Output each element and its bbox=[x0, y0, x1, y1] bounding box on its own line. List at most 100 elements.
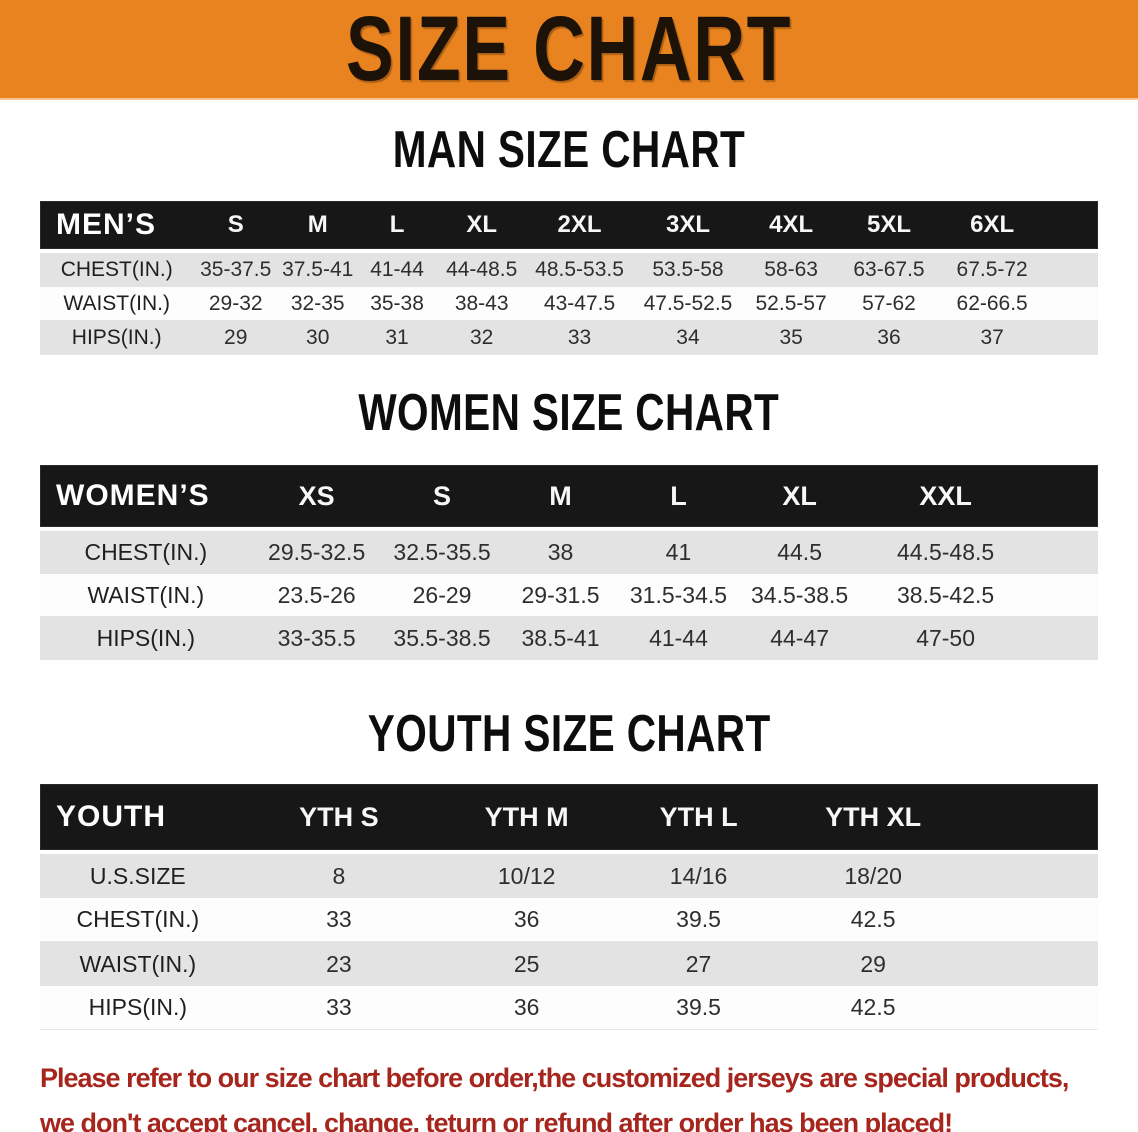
size-value: 38-43 bbox=[454, 291, 509, 315]
women-waist-row: WAIST(IN.) 23.5-26 26-29 29-31.5 31.5-34… bbox=[40, 574, 1098, 617]
youth-col-header: YTH S bbox=[299, 801, 379, 832]
row-label: CHEST(IN.) bbox=[76, 906, 200, 932]
man-heading-text: MAN SIZE CHART bbox=[392, 121, 746, 179]
size-value: 27 bbox=[685, 950, 712, 977]
row-label: HIPS(IN.) bbox=[88, 994, 188, 1020]
size-value: 34.5-38.5 bbox=[751, 581, 849, 608]
women-heading-text: WOMEN SIZE CHART bbox=[358, 384, 780, 442]
size-value: 42.5 bbox=[850, 906, 896, 932]
men-chest-row: CHEST(IN.) 35-37.5 37.5-41 41-44 44-48.5… bbox=[40, 253, 1098, 287]
size-value: 47.5-52.5 bbox=[643, 291, 733, 315]
size-chart-banner: SIZE CHART bbox=[0, 0, 1138, 100]
size-value: 29-32 bbox=[208, 291, 263, 315]
size-value: 44-48.5 bbox=[446, 258, 518, 281]
size-value: 29.5-32.5 bbox=[268, 539, 366, 565]
size-value: 39.5 bbox=[676, 906, 721, 932]
size-value: 53.5-58 bbox=[652, 258, 724, 281]
size-value: 33-35.5 bbox=[277, 625, 356, 651]
men-col-header: 5XL bbox=[866, 211, 911, 238]
size-value: 23.5-26 bbox=[277, 581, 356, 608]
row-label: WAIST(IN.) bbox=[87, 581, 205, 608]
men-hips-row: HIPS(IN.) 29 30 31 32 33 34 35 36 37 bbox=[40, 321, 1098, 355]
women-col-header: XS bbox=[298, 480, 335, 511]
men-col-header: 6XL bbox=[970, 211, 1015, 238]
disclaimer-note: Please refer to our size chart before or… bbox=[40, 1056, 1138, 1132]
women-size-table: WOMEN’S XS S M L XL XXL CHEST(IN.) 29.5-… bbox=[40, 465, 1098, 660]
size-value: 47-50 bbox=[916, 625, 976, 651]
row-label: U.S.SIZE bbox=[89, 862, 186, 889]
size-value: 32 bbox=[470, 326, 494, 349]
size-value: 32.5-35.5 bbox=[393, 539, 491, 565]
size-value: 33 bbox=[567, 326, 592, 349]
women-col-header: S bbox=[433, 480, 452, 511]
disclaimer-line-1: Please refer to our size chart before or… bbox=[40, 1063, 1069, 1093]
women-col-header: XL bbox=[782, 480, 817, 511]
man-section-heading: MAN SIZE CHART bbox=[0, 124, 1138, 176]
youth-waist-row: WAIST(IN.) 23 25 27 29 bbox=[40, 942, 1098, 986]
size-value: 43-47.5 bbox=[543, 291, 616, 315]
women-table-title: WOMEN’S bbox=[56, 479, 210, 512]
size-value: 44.5-48.5 bbox=[897, 539, 995, 565]
youth-chest-row: CHEST(IN.) 33 36 39.5 42.5 bbox=[40, 898, 1098, 942]
youth-hips-row: HIPS(IN.) 33 36 39.5 42.5 bbox=[40, 986, 1098, 1030]
size-value: 67.5-72 bbox=[956, 258, 1028, 281]
size-value: 52.5-57 bbox=[755, 291, 827, 315]
size-value: 41-44 bbox=[649, 625, 708, 651]
size-value: 32-35 bbox=[290, 291, 345, 315]
size-value: 38 bbox=[547, 539, 574, 565]
youth-col-header: YTH M bbox=[484, 801, 569, 832]
size-value: 29 bbox=[860, 950, 886, 977]
size-value: 25 bbox=[513, 950, 540, 977]
size-value: 39.5 bbox=[676, 994, 721, 1020]
size-value: 35.5-38.5 bbox=[393, 625, 491, 651]
size-value: 18/20 bbox=[844, 862, 902, 889]
women-col-header: XXL bbox=[919, 480, 972, 511]
row-label: HIPS(IN.) bbox=[96, 625, 195, 651]
size-value: 62-66.5 bbox=[956, 291, 1028, 315]
size-value: 48.5-53.5 bbox=[535, 258, 624, 281]
size-value: 29-31.5 bbox=[521, 581, 600, 608]
youth-col-header: YTH XL bbox=[825, 801, 922, 832]
men-col-header: XL bbox=[466, 211, 498, 238]
size-value: 41 bbox=[665, 539, 692, 565]
men-col-header: 4XL bbox=[769, 211, 814, 238]
youth-ussize-row: U.S.SIZE 8 10/12 14/16 18/20 bbox=[40, 854, 1098, 898]
size-value: 30 bbox=[306, 326, 330, 349]
men-col-header: L bbox=[389, 211, 405, 238]
men-col-header: M bbox=[307, 211, 328, 238]
men-col-header: 3XL bbox=[665, 211, 710, 238]
youth-heading-text: YOUTH SIZE CHART bbox=[367, 705, 771, 763]
youth-table-header-row: YOUTH YTH S YTH M YTH L YTH XL bbox=[40, 784, 1098, 850]
women-section-heading: WOMEN SIZE CHART bbox=[0, 387, 1138, 439]
men-size-table: MEN’S S M L XL 2XL 3XL 4XL 5XL 6XL CHEST… bbox=[40, 201, 1098, 355]
size-value: 37.5-41 bbox=[282, 258, 354, 281]
size-value: 41-44 bbox=[370, 258, 424, 281]
size-value: 36 bbox=[513, 906, 540, 932]
size-value: 38.5-42.5 bbox=[897, 581, 995, 608]
men-col-header: S bbox=[227, 211, 244, 238]
size-value: 8 bbox=[332, 862, 346, 889]
men-table-title: MEN’S bbox=[56, 208, 157, 241]
youth-size-table: YOUTH YTH S YTH M YTH L YTH XL U.S.SIZE … bbox=[40, 784, 1098, 1030]
size-value: 29 bbox=[224, 326, 248, 349]
row-label: CHEST(IN.) bbox=[60, 258, 173, 281]
size-value: 44.5 bbox=[777, 539, 822, 565]
size-value: 63-67.5 bbox=[853, 258, 925, 281]
size-value: 10/12 bbox=[497, 862, 556, 889]
size-value: 14/16 bbox=[669, 862, 728, 889]
youth-table-title: YOUTH bbox=[56, 800, 166, 833]
size-value: 23 bbox=[326, 950, 352, 977]
row-label: HIPS(IN.) bbox=[71, 326, 162, 349]
size-value: 35-38 bbox=[370, 291, 424, 315]
row-label: WAIST(IN.) bbox=[63, 291, 170, 315]
youth-section-heading: YOUTH SIZE CHART bbox=[0, 708, 1138, 760]
men-table-header-row: MEN’S S M L XL 2XL 3XL 4XL 5XL 6XL bbox=[40, 201, 1098, 249]
row-label: WAIST(IN.) bbox=[79, 950, 197, 977]
row-label: CHEST(IN.) bbox=[84, 539, 208, 565]
size-value: 35-37.5 bbox=[200, 258, 272, 281]
size-value: 33 bbox=[326, 906, 352, 932]
size-value: 37 bbox=[980, 326, 1004, 349]
banner-title: SIZE CHART bbox=[345, 0, 793, 100]
youth-col-header: YTH L bbox=[659, 801, 738, 832]
women-col-header: M bbox=[549, 480, 572, 511]
